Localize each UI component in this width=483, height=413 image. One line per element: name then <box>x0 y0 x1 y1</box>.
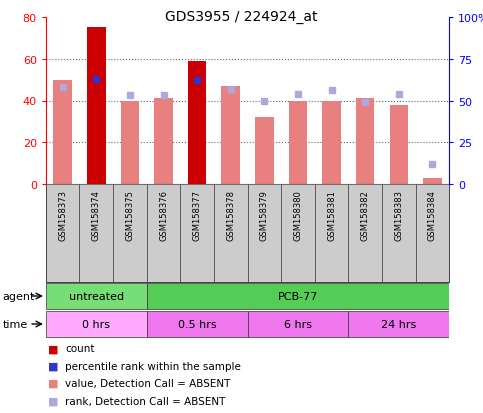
Text: GSM158381: GSM158381 <box>327 190 336 240</box>
Text: untreated: untreated <box>69 291 124 301</box>
Text: ■: ■ <box>48 344 59 354</box>
Text: GDS3955 / 224924_at: GDS3955 / 224924_at <box>165 10 318 24</box>
Text: count: count <box>65 344 95 354</box>
Bar <box>46 185 80 282</box>
Bar <box>248 311 348 337</box>
Text: GSM158383: GSM158383 <box>394 190 403 240</box>
Bar <box>348 185 382 282</box>
Text: GSM158377: GSM158377 <box>193 190 201 240</box>
Text: GSM158380: GSM158380 <box>294 190 302 240</box>
Bar <box>415 185 449 282</box>
Bar <box>147 283 449 310</box>
Text: time: time <box>2 319 28 329</box>
Bar <box>281 185 315 282</box>
Bar <box>389 105 408 185</box>
Bar <box>315 185 348 282</box>
Bar <box>121 101 139 185</box>
Text: GSM158375: GSM158375 <box>126 190 134 240</box>
Bar <box>248 185 281 282</box>
Bar <box>255 118 273 185</box>
Bar <box>188 62 206 185</box>
Text: 6 hrs: 6 hrs <box>284 319 312 329</box>
Bar <box>322 101 341 185</box>
Text: ■: ■ <box>48 396 59 406</box>
Bar <box>348 311 449 337</box>
Bar <box>80 185 113 282</box>
Text: GSM158382: GSM158382 <box>361 190 369 240</box>
Bar <box>54 81 72 185</box>
Text: GSM158376: GSM158376 <box>159 190 168 240</box>
Text: GSM158373: GSM158373 <box>58 190 67 240</box>
Bar <box>46 283 147 310</box>
Text: 0 hrs: 0 hrs <box>82 319 110 329</box>
Bar <box>382 185 415 282</box>
Text: percentile rank within the sample: percentile rank within the sample <box>65 361 241 371</box>
Text: PCB-77: PCB-77 <box>278 291 318 301</box>
Bar <box>147 311 248 337</box>
Text: rank, Detection Call = ABSENT: rank, Detection Call = ABSENT <box>65 396 226 406</box>
Bar <box>356 99 374 185</box>
Text: 24 hrs: 24 hrs <box>381 319 416 329</box>
Bar <box>423 178 441 185</box>
Bar <box>180 185 214 282</box>
Text: agent: agent <box>2 291 35 301</box>
Bar <box>289 101 307 185</box>
Text: ■: ■ <box>48 378 59 388</box>
Text: 0.5 hrs: 0.5 hrs <box>178 319 216 329</box>
Bar <box>46 311 147 337</box>
Text: ■: ■ <box>48 361 59 371</box>
Bar <box>87 28 106 185</box>
Bar <box>113 185 147 282</box>
Bar <box>154 99 173 185</box>
Text: value, Detection Call = ABSENT: value, Detection Call = ABSENT <box>65 378 230 388</box>
Text: GSM158379: GSM158379 <box>260 190 269 240</box>
Text: GSM158374: GSM158374 <box>92 190 101 240</box>
Text: GSM158378: GSM158378 <box>226 190 235 240</box>
Bar <box>222 87 240 185</box>
Bar <box>147 185 180 282</box>
Text: GSM158384: GSM158384 <box>428 190 437 240</box>
Bar <box>214 185 247 282</box>
